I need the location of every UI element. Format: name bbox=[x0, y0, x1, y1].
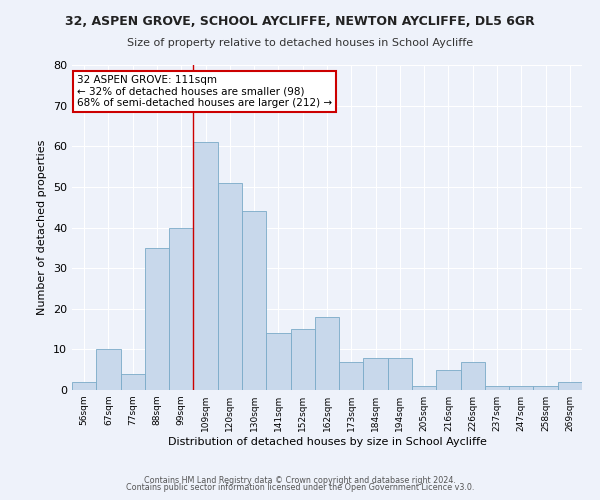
Bar bbox=[558, 382, 582, 390]
Bar bbox=[533, 386, 558, 390]
Bar bbox=[388, 358, 412, 390]
Text: 32 ASPEN GROVE: 111sqm
← 32% of detached houses are smaller (98)
68% of semi-det: 32 ASPEN GROVE: 111sqm ← 32% of detached… bbox=[77, 74, 332, 108]
Bar bbox=[436, 370, 461, 390]
Bar bbox=[315, 317, 339, 390]
Bar bbox=[412, 386, 436, 390]
Bar bbox=[242, 211, 266, 390]
Text: Contains public sector information licensed under the Open Government Licence v3: Contains public sector information licen… bbox=[126, 484, 474, 492]
Bar bbox=[96, 350, 121, 390]
Bar bbox=[461, 362, 485, 390]
Bar bbox=[218, 183, 242, 390]
Bar bbox=[290, 329, 315, 390]
X-axis label: Distribution of detached houses by size in School Aycliffe: Distribution of detached houses by size … bbox=[167, 437, 487, 447]
Y-axis label: Number of detached properties: Number of detached properties bbox=[37, 140, 47, 315]
Bar bbox=[72, 382, 96, 390]
Text: Contains HM Land Registry data © Crown copyright and database right 2024.: Contains HM Land Registry data © Crown c… bbox=[144, 476, 456, 485]
Text: Size of property relative to detached houses in School Aycliffe: Size of property relative to detached ho… bbox=[127, 38, 473, 48]
Text: 32, ASPEN GROVE, SCHOOL AYCLIFFE, NEWTON AYCLIFFE, DL5 6GR: 32, ASPEN GROVE, SCHOOL AYCLIFFE, NEWTON… bbox=[65, 15, 535, 28]
Bar bbox=[121, 374, 145, 390]
Bar bbox=[169, 228, 193, 390]
Bar bbox=[339, 362, 364, 390]
Bar bbox=[509, 386, 533, 390]
Bar bbox=[266, 333, 290, 390]
Bar bbox=[193, 142, 218, 390]
Bar bbox=[364, 358, 388, 390]
Bar bbox=[145, 248, 169, 390]
Bar bbox=[485, 386, 509, 390]
